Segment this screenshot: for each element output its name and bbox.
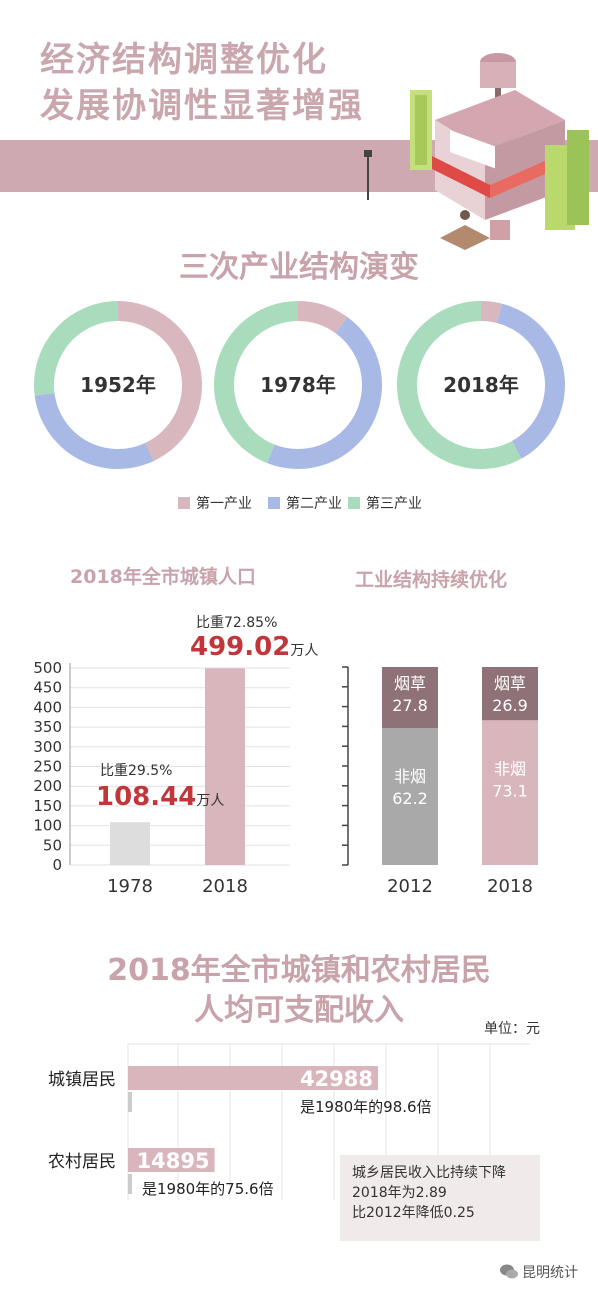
donut-center-label: 1978年 [260, 373, 336, 397]
bar-segment-nontobacco-2012 [382, 728, 438, 865]
segment-value-tobacco: 27.8 [392, 696, 428, 715]
bar-1978 [110, 822, 150, 865]
income-ratio-infobox: 城乡居民收入比持续下降 2018年为2.89 比2012年降低0.25 [340, 1155, 540, 1241]
x-tick-label: 2018 [202, 876, 248, 897]
x-tick-label: 2018 [487, 876, 533, 897]
section-title-urban-population: 2018年全市城镇人口 [70, 566, 256, 588]
unit-1978: 万人 [196, 793, 225, 809]
value-1978: 108.44 [96, 782, 197, 812]
street-lamp-illustration [364, 150, 372, 200]
income-value-label: 42988 [300, 1067, 373, 1091]
bar-segment-tobacco-2018 [482, 667, 538, 721]
infobox-line-1: 城乡居民收入比持续下降 [352, 1165, 506, 1181]
share-label-1978: 比重29.5% [100, 763, 173, 779]
y-tick-label: 100 [33, 817, 62, 835]
section-title-industrial: 工业结构持续优化 [355, 569, 508, 591]
income-unit-label: 单位：元 [484, 1021, 540, 1037]
section-title-income-line2: 人均可支配收入 [194, 993, 404, 1028]
donut-chart-1952: 1952年 [33, 301, 203, 469]
legend-swatch-primary [178, 497, 190, 509]
donut-slice-tertiary [396, 301, 522, 469]
income-bar [128, 1066, 378, 1090]
segment-value-nontobacco: 73.1 [492, 781, 528, 800]
y-tick-label: 250 [33, 758, 62, 776]
segment-name-tobacco: 烟草 [394, 674, 426, 693]
cafe-building-illustration [410, 53, 589, 250]
share-label-2018: 比重72.85% [196, 615, 278, 631]
value-callout-1978: 108.44万人 [96, 782, 224, 812]
donut-chart-2018: 2018年 [396, 301, 565, 469]
income-note: 是1980年的75.6倍 [142, 1180, 274, 1198]
x-tick-label: 2012 [387, 876, 433, 897]
unit-2018: 万人 [290, 643, 319, 659]
bar-segment-nontobacco-2018 [482, 720, 538, 865]
value-callout-2018: 499.02万人 [190, 632, 318, 662]
legend-item-tertiary: 第三产业 [348, 493, 422, 513]
x-tick-label: 1978 [107, 876, 153, 897]
donut-slice-primary [481, 301, 502, 324]
title-line-2: 发展协调性显著增强 [40, 86, 364, 126]
donut-slice-secondary [34, 393, 154, 469]
donut-center-label: 2018年 [443, 373, 519, 397]
y-tick-label: 400 [33, 698, 62, 716]
value-2018: 499.02 [190, 632, 291, 662]
segment-name-nontobacco: 非烟 [494, 759, 526, 778]
y-tick-label: 500 [33, 659, 62, 677]
infobox-line-2: 2018年为2.89 [352, 1185, 447, 1201]
donut-chart-1978: 1978年 [213, 301, 382, 469]
income-value-label: 14895 [137, 1149, 210, 1173]
income-bar-1980 [128, 1092, 132, 1112]
legend-swatch-secondary [268, 497, 280, 509]
infobox-line-3: 比2012年降低0.25 [352, 1205, 475, 1221]
y-tick-label: 200 [33, 777, 62, 795]
watermark-text: 昆明统计 [522, 1265, 578, 1281]
income-bar-1980 [128, 1174, 132, 1194]
title-line-1: 经济结构调整优化 [40, 40, 328, 80]
y-tick-label: 350 [33, 718, 62, 736]
section-title-structure: 三次产业结构演变 [179, 250, 419, 285]
y-tick-label: 300 [33, 738, 62, 756]
donut-slice-tertiary [213, 301, 298, 464]
legend-item-secondary: 第二产业 [268, 493, 342, 513]
donut-center-label: 1952年 [80, 373, 156, 397]
legend-item-primary: 第一产业 [178, 493, 252, 513]
donut-slice-primary [118, 301, 203, 462]
y-tick-label: 450 [33, 679, 62, 697]
segment-name-tobacco: 烟草 [494, 674, 526, 693]
industrial-structure-chart: 烟草 27.8 非烟 62.2 2012 烟草 26.9 非烟 73.1 2018 [342, 666, 538, 897]
donut-slice-secondary [496, 303, 565, 459]
donut-slice-tertiary [33, 301, 118, 396]
y-tick-label: 150 [33, 797, 62, 815]
donut-slice-secondary [267, 317, 382, 469]
bar-segment-tobacco-2012 [382, 667, 438, 729]
watermark: 昆明统计 [500, 1262, 578, 1282]
segment-name-nontobacco: 非烟 [394, 767, 426, 786]
y-tick-label: 50 [43, 836, 62, 854]
segment-value-nontobacco: 62.2 [392, 789, 428, 808]
bar-2018 [205, 668, 245, 865]
section-title-income-line1: 2018年全市城镇和农村居民 [107, 953, 491, 988]
segment-value-tobacco: 26.9 [492, 696, 528, 715]
income-category-label: 农村居民 [48, 1152, 116, 1172]
legend-label-primary: 第一产业 [196, 496, 252, 512]
donut-slice-primary [298, 301, 348, 334]
income-note: 是1980年的98.6倍 [300, 1098, 432, 1116]
legend-label-tertiary: 第三产业 [366, 496, 422, 512]
income-category-label: 城镇居民 [48, 1070, 116, 1090]
wechat-icon [500, 1264, 518, 1279]
income-bar [128, 1148, 215, 1172]
y-tick-label: 0 [52, 856, 62, 874]
legend-label-secondary: 第二产业 [286, 496, 342, 512]
legend-swatch-tertiary [348, 497, 360, 509]
